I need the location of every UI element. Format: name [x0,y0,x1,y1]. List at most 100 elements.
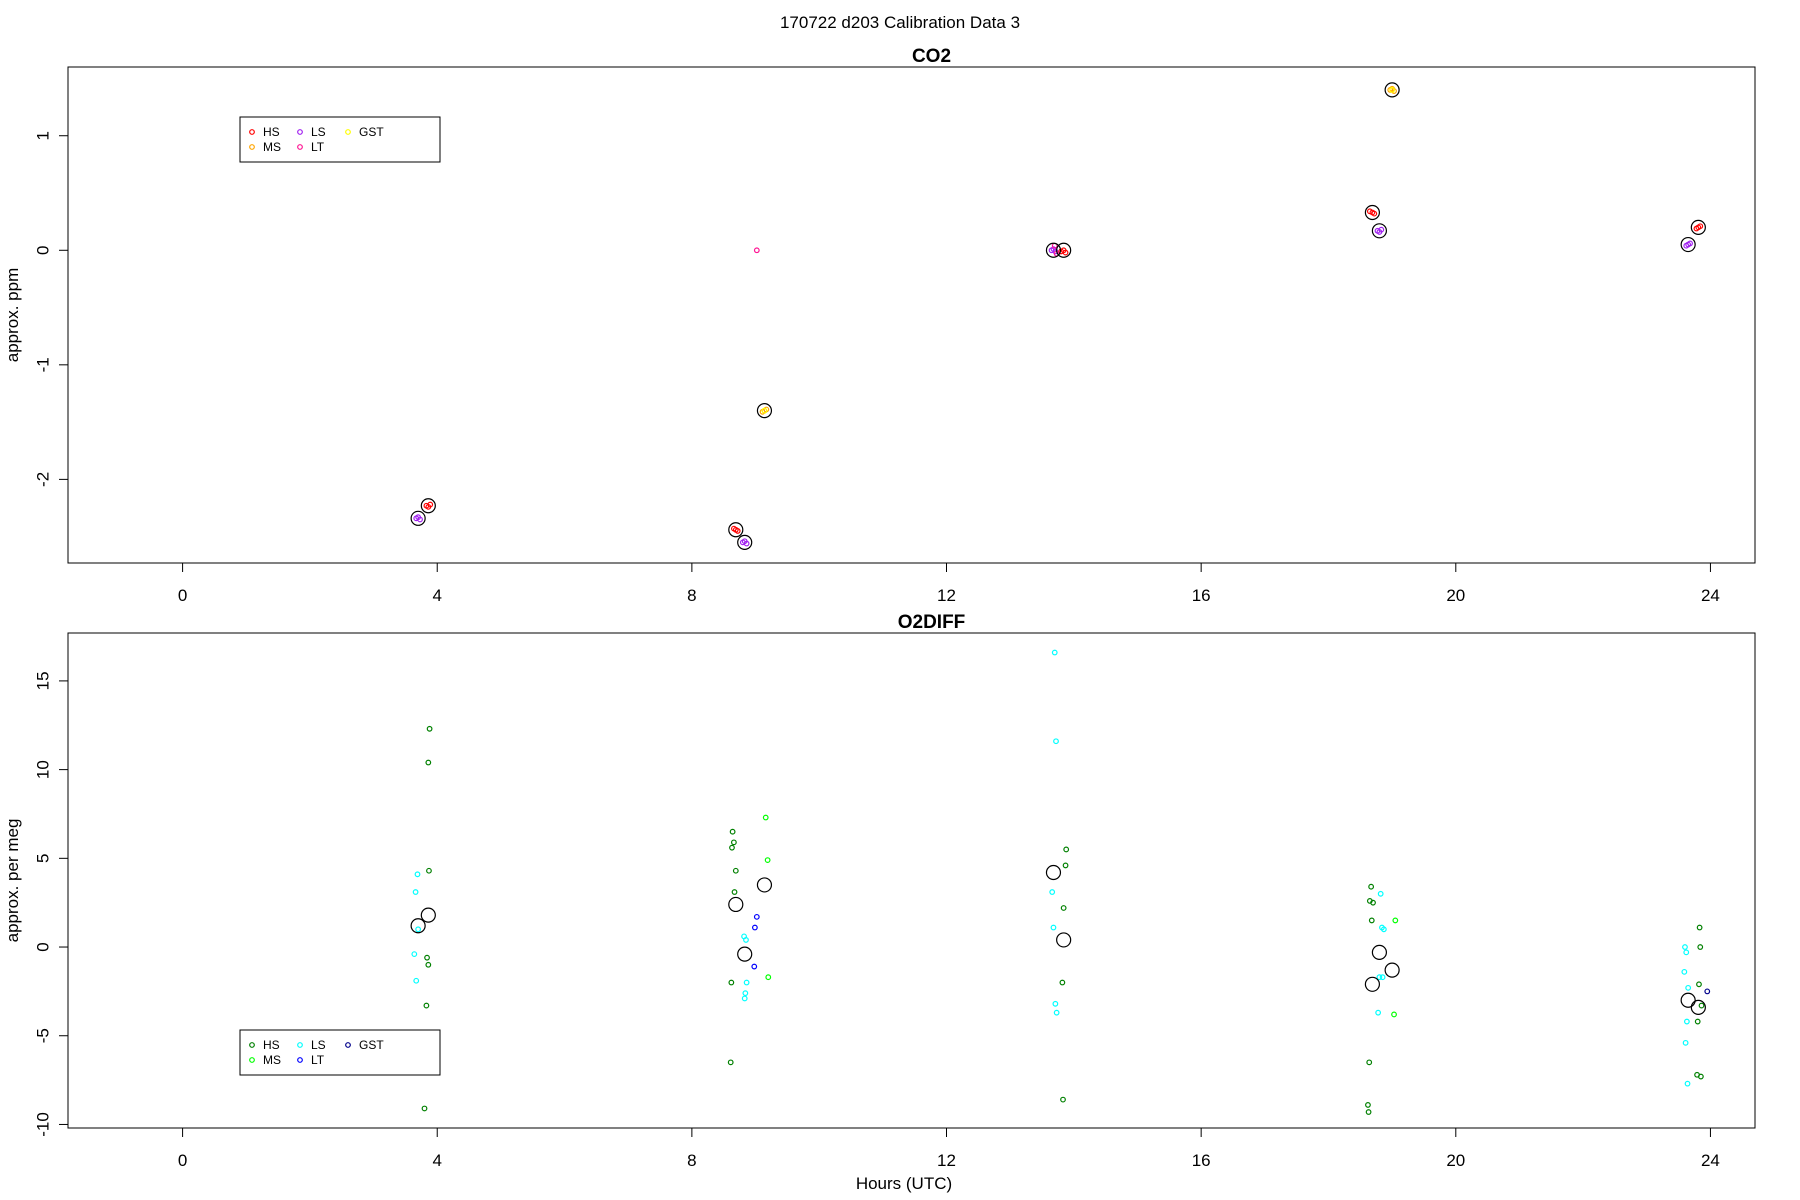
x-tick-label: 4 [432,586,441,605]
legend-label: HS [263,1038,280,1052]
y-tick-label: 10 [34,760,53,779]
data-point-hs [1365,1109,1372,1115]
legend-marker [249,1057,255,1063]
data-point-ls [1683,1018,1690,1025]
legend-marker [249,144,255,150]
mean-marker [756,403,773,419]
data-point-ls [1051,649,1058,656]
data-point-hs [1063,846,1070,853]
page-title: 170722 d203 Calibration Data 3 [780,13,1020,32]
data-point-hs [1366,1059,1373,1066]
y-tick-label: -1 [34,357,53,372]
data-point-ls [1683,949,1690,956]
data-point-ls [743,979,750,986]
y-tick-label: 0 [34,942,53,951]
data-point-ls [1379,974,1386,981]
legend-box [239,116,441,163]
data-point-ms [1391,1011,1397,1018]
data-point-hs [729,844,735,851]
data-point-hs [427,501,434,508]
data-point-lt [753,247,760,254]
data-point-ms [762,814,769,821]
x-tick-label: 4 [432,1151,441,1170]
panel-title: O2DIFF [898,612,966,633]
data-point-hs [421,1105,428,1112]
data-point-ls [1377,890,1384,897]
x-tick-label: 12 [937,1151,956,1170]
mean-marker [1384,962,1400,978]
y-axis-label: approx. per meg [3,819,22,943]
x-tick-label: 0 [178,586,187,605]
data-point-ls [742,990,749,997]
mean-marker [737,534,753,550]
mean-marker [420,498,436,514]
data-point-gst [1704,988,1711,995]
legend-label: GST [359,1038,384,1052]
legend-marker [297,1042,303,1048]
data-point-lt [751,963,758,970]
data-point-hs [1697,223,1704,230]
data-point-hs [1370,899,1376,906]
mean-marker [1690,999,1706,1015]
data-point-hs [1060,905,1067,911]
data-point-hs [1696,924,1703,931]
mean-marker [1045,242,1062,258]
legend-label: LS [311,1038,326,1052]
legend-marker [297,129,303,135]
mean-marker [1056,932,1072,948]
x-tick-label: 16 [1192,1151,1211,1170]
data-point-ls [1053,1009,1060,1016]
data-point-ls [1681,968,1688,975]
o2diff-panel: O2DIFF 0 4 8 12 16 20 24 -10 -5 0 5 10 15 approx. per … [3,612,1756,1170]
mean-marker [410,510,426,526]
y-tick-label: 15 [34,671,53,690]
y-tick-label: -2 [34,472,53,487]
data-point-ls [411,951,418,958]
legend-marker [345,1042,351,1048]
mean-marker [1056,242,1072,258]
mean-marker [1680,236,1696,253]
data-point-ls [414,871,421,878]
data-point-ls [743,937,749,943]
mean-marker [410,918,426,934]
data-point-hs [1697,944,1704,950]
x-tick-label: 8 [687,586,696,605]
data-point-hs [425,961,432,968]
data-point-hs [1371,210,1378,217]
data-point-lt [753,913,760,920]
data-point-hs [731,889,738,895]
x-tick-label: 24 [1701,586,1720,605]
y-tick-label: 1 [34,131,53,140]
mean-marker [728,522,744,538]
data-point-ls [1050,924,1057,931]
y-tick-label: 0 [34,246,53,255]
legend-marker [249,1042,255,1048]
x-tick-label: 20 [1446,1151,1465,1170]
data-point-hs [424,954,430,961]
data-point-hs [730,839,737,846]
data-point-ls [1052,1000,1059,1007]
legend-label: LT [311,140,325,154]
data-point-hs [734,528,741,534]
data-point-hs [426,725,433,732]
data-point-ls [743,540,750,547]
data-point-gst [1389,87,1396,93]
x-tick-label: 12 [937,586,956,605]
data-point-ls [1375,1009,1382,1016]
legend-label: LT [311,1053,325,1067]
data-point-ls [1053,738,1059,745]
y-tick-label: -5 [34,1028,53,1043]
data-point-ls [412,889,419,895]
mean-marker [1384,82,1400,98]
mean-marker [1371,223,1388,239]
mean-marker [420,907,436,923]
mean-marker [1045,864,1062,881]
data-point-ms [1392,917,1399,924]
mean-marker [1364,204,1381,221]
data-point-hs [1368,917,1375,924]
data-point-hs [1694,1018,1701,1025]
mean-marker [1680,992,1696,1008]
x-tick-label: 8 [687,1151,696,1170]
data-point-ls [1049,889,1056,895]
data-point-ls [413,977,420,984]
